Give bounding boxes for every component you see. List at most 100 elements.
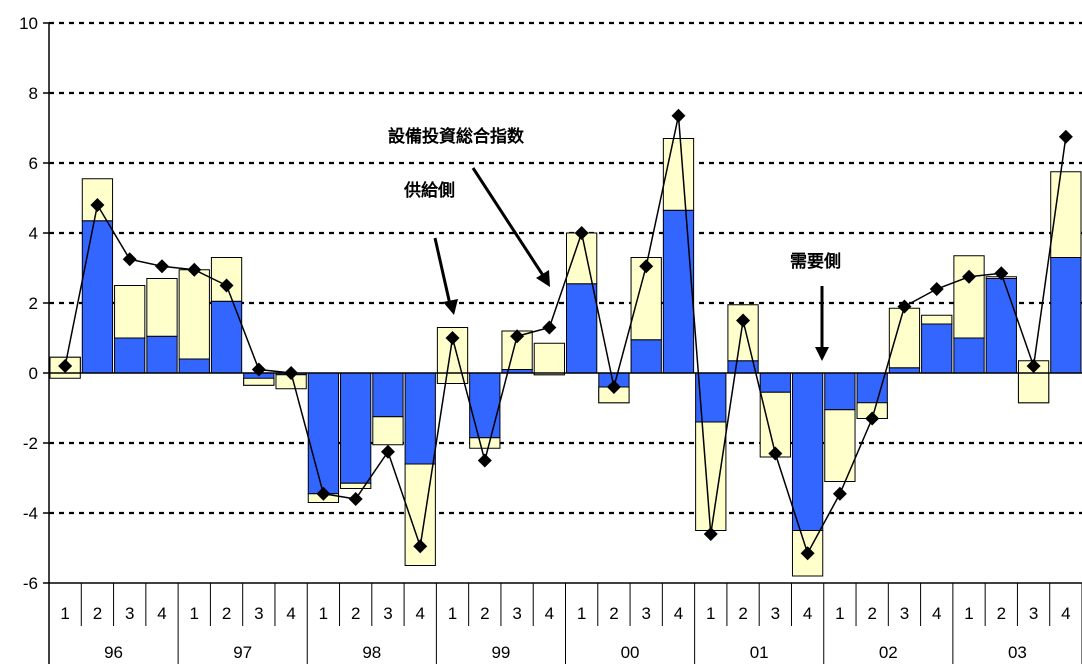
bar-demand — [404, 372, 436, 465]
bar-supply — [1050, 171, 1082, 258]
bar-supply — [533, 342, 565, 376]
bar-supply — [662, 138, 695, 211]
quarter-label: 1 — [835, 604, 844, 623]
line-marker — [1058, 129, 1073, 144]
quarter-label: 3 — [512, 604, 521, 623]
quarter-label: 4 — [286, 604, 295, 623]
line-marker — [832, 486, 847, 501]
bar-demand — [210, 300, 243, 374]
year-label: 02 — [879, 643, 898, 662]
line-marker — [671, 108, 686, 123]
year-label: 96 — [104, 643, 123, 662]
quarter-label: 1 — [190, 604, 199, 623]
line-marker — [187, 262, 202, 277]
year-label: 03 — [1008, 643, 1027, 662]
line-marker — [380, 444, 395, 459]
bar-supply — [469, 437, 501, 449]
bar-demand — [372, 372, 404, 418]
quarter-label: 3 — [900, 604, 909, 623]
quarter-label: 4 — [545, 604, 554, 623]
series-line-composite — [64, 115, 1067, 556]
line-marker — [606, 380, 621, 394]
bar-demand — [953, 337, 985, 374]
line-marker — [542, 320, 557, 335]
bar-supply — [372, 416, 404, 446]
bar-demand — [1050, 257, 1082, 374]
line-marker — [962, 269, 977, 284]
bar-supply — [146, 278, 178, 337]
bar-demand — [662, 209, 695, 374]
quarter-label: 3 — [125, 604, 134, 623]
annotation-demand-side: 需要側 — [790, 251, 841, 271]
bar-demand — [566, 283, 598, 374]
quarter-label: 1 — [60, 604, 69, 623]
bar-demand — [630, 339, 662, 374]
arrowhead-composite-index — [536, 270, 550, 287]
quarter-label: 2 — [997, 604, 1006, 623]
y-tick-label: -2 — [23, 434, 38, 453]
line-marker — [413, 539, 428, 554]
year-label: 98 — [362, 643, 381, 662]
quarter-label: 2 — [222, 604, 231, 623]
line-marker — [865, 411, 880, 426]
line-marker — [703, 527, 718, 541]
bar-demand — [888, 367, 921, 374]
quarter-label: 2 — [93, 604, 102, 623]
quarter-label: 3 — [641, 604, 650, 623]
quarter-label: 4 — [803, 604, 812, 623]
line-marker — [510, 329, 525, 344]
line-marker — [736, 313, 751, 328]
bar-layer — [49, 138, 1082, 577]
bar-supply — [243, 377, 275, 386]
line-marker — [90, 198, 105, 212]
line-marker — [574, 226, 589, 240]
year-label: 99 — [491, 643, 510, 662]
bar-supply — [114, 285, 146, 339]
bar-supply — [566, 232, 598, 285]
quarter-label: 3 — [383, 604, 392, 623]
arrowhead-supply-side — [443, 299, 458, 315]
year-label: 01 — [750, 643, 769, 662]
quarter-label: 2 — [867, 604, 876, 623]
annotation-layer: 設備投資総合指数 供給側 需要側 — [388, 126, 841, 361]
quarter-label: 1 — [706, 604, 715, 623]
line-marker — [316, 486, 331, 501]
bar-demand — [340, 372, 372, 484]
y-tick-label: 10 — [19, 14, 38, 33]
quarter-label: 1 — [319, 604, 328, 623]
grid-layer — [49, 21, 1082, 515]
quarter-label: 2 — [351, 604, 360, 623]
line-marker — [122, 252, 137, 267]
bar-supply — [178, 269, 210, 360]
quarter-label: 4 — [674, 604, 683, 623]
arrowhead-demand-side — [815, 347, 829, 361]
line-marker — [1026, 359, 1041, 373]
quarter-label: 1 — [448, 604, 457, 623]
line-marker — [445, 331, 460, 345]
line-marker — [58, 359, 73, 373]
quarter-label: 3 — [254, 604, 263, 623]
line-marker — [768, 446, 783, 461]
line-marker — [219, 278, 234, 293]
line-marker — [477, 453, 492, 468]
bar-supply — [888, 307, 921, 369]
bar-supply — [695, 421, 727, 531]
year-label: 97 — [233, 643, 252, 662]
line-marker — [800, 546, 815, 561]
quarter-label: 4 — [416, 604, 425, 623]
y-tick-label: 0 — [29, 364, 38, 383]
line-layer — [58, 108, 1073, 561]
year-label: 00 — [621, 643, 640, 662]
bar-supply — [953, 255, 985, 339]
y-tick-label: 6 — [29, 154, 38, 173]
line-marker — [897, 299, 912, 314]
bar-demand — [178, 358, 210, 374]
bar-demand — [824, 372, 856, 411]
quarter-label: 1 — [577, 604, 586, 623]
quarter-label: 4 — [1061, 604, 1070, 623]
quarter-label: 2 — [609, 604, 618, 623]
line-marker — [639, 259, 654, 274]
